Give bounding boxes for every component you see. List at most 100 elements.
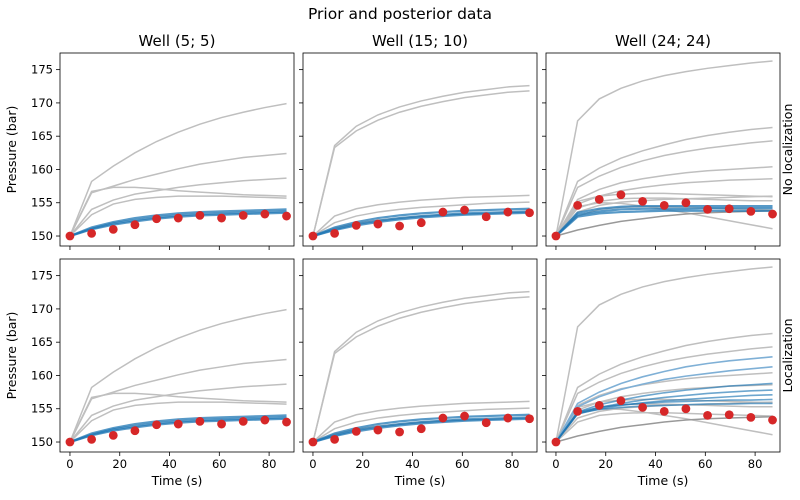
- observed-point: [308, 437, 318, 447]
- prior-line: [555, 178, 773, 237]
- row-label: No localization: [780, 104, 795, 196]
- observed-point: [282, 211, 291, 221]
- x-tick-label: 40: [648, 457, 663, 471]
- observed-point: [238, 210, 248, 220]
- plot-area: [65, 308, 291, 447]
- posterior-line-light: [555, 356, 773, 443]
- observed-point: [87, 434, 97, 444]
- x-tick-label: 20: [598, 457, 613, 471]
- prior-line: [312, 84, 530, 237]
- observed-point: [724, 410, 734, 420]
- column-title: Well (5; 5): [139, 32, 216, 50]
- x-tick-label: 80: [262, 457, 277, 471]
- observed-point: [395, 427, 404, 437]
- x-axis-label: Time (s): [637, 473, 689, 488]
- observed-point: [551, 437, 561, 447]
- prior-line: [69, 102, 287, 237]
- prior-line: [312, 90, 530, 237]
- prior-line: [312, 201, 530, 237]
- y-tick-label: 155: [31, 196, 53, 210]
- axes-frame: [545, 258, 781, 453]
- x-axis-label: Time (s): [394, 473, 446, 488]
- x-tick-label: 80: [505, 457, 520, 471]
- observed-point: [594, 195, 604, 204]
- observed-point: [351, 426, 361, 436]
- prior-line-dark: [555, 209, 773, 237]
- prior-line: [69, 308, 287, 443]
- posterior-line: [312, 417, 530, 444]
- y-tick-label: 170: [31, 302, 53, 316]
- subplot-r0-c0: 150 155 160 165 170 175 Well (5; 5) Pressure (b…: [4, 32, 295, 250]
- observed-point: [724, 204, 734, 214]
- plot-area: [65, 102, 291, 241]
- observed-point: [282, 417, 291, 427]
- prior-line: [555, 195, 773, 237]
- posterior-line: [555, 402, 773, 443]
- posterior-line: [69, 414, 287, 444]
- x-tick-label: 80: [748, 457, 763, 471]
- observed-point: [638, 197, 647, 206]
- x-axis-label: Time (s): [151, 473, 203, 488]
- observed-point: [681, 198, 691, 208]
- x-tick-label: 20: [355, 457, 370, 471]
- observed-point: [416, 218, 426, 228]
- prior-line: [312, 407, 530, 443]
- observed-point: [308, 231, 318, 241]
- x-tick-label: 0: [309, 457, 316, 471]
- observed-point: [703, 410, 712, 420]
- observed-point: [373, 425, 383, 435]
- prior-line-dark: [555, 415, 773, 443]
- observed-point: [217, 213, 226, 223]
- observed-point: [616, 396, 626, 406]
- x-tick-label: 0: [66, 457, 73, 471]
- observed-point: [395, 221, 404, 231]
- observed-point: [108, 430, 118, 440]
- subplot-r1-c2: 0 20 40 60 80 Time (s) Localization: [542, 258, 795, 488]
- prior-line: [555, 372, 773, 443]
- observed-point: [130, 220, 140, 230]
- prior-line: [69, 186, 287, 237]
- subplot-grid: 150 155 160 165 170 175 Well (5; 5) Pressure (b…: [4, 32, 795, 488]
- posterior-line: [555, 398, 773, 443]
- observed-point: [746, 206, 756, 216]
- x-tick-label: 40: [162, 457, 177, 471]
- prior-line: [312, 194, 530, 237]
- prior-line: [555, 192, 773, 237]
- prior-line: [69, 401, 287, 443]
- posterior-line: [69, 208, 287, 238]
- y-tick-label: 165: [31, 129, 53, 143]
- x-tick-label: 0: [552, 457, 559, 471]
- posterior-line: [555, 382, 773, 443]
- observed-point: [260, 415, 270, 425]
- observed-point: [525, 208, 534, 218]
- observed-point: [260, 209, 270, 219]
- prior-line: [69, 195, 287, 237]
- x-tick-label: 20: [112, 457, 127, 471]
- plot-area: [551, 266, 777, 447]
- prior-line: [555, 398, 773, 443]
- observed-point: [460, 205, 469, 215]
- observed-point: [481, 418, 491, 428]
- x-tick-label: 60: [455, 457, 470, 471]
- posterior-line: [312, 413, 530, 444]
- observed-point: [130, 426, 140, 436]
- suptitle: Prior and posterior data: [308, 5, 492, 23]
- prior-line: [555, 166, 773, 237]
- observed-point: [703, 204, 712, 214]
- column-title: Well (15; 10): [372, 32, 468, 50]
- observed-point: [573, 201, 583, 210]
- observed-point: [594, 401, 604, 410]
- observed-point: [481, 212, 491, 222]
- observed-point: [65, 231, 75, 241]
- observed-point: [173, 213, 183, 223]
- observed-point: [152, 214, 161, 224]
- x-tick-label: 60: [698, 457, 713, 471]
- posterior-line: [312, 207, 530, 238]
- observed-point: [217, 419, 226, 429]
- observed-point: [681, 404, 691, 414]
- observed-point: [573, 407, 583, 416]
- observed-point: [551, 231, 561, 241]
- observed-point: [351, 220, 361, 230]
- observed-point: [659, 407, 669, 416]
